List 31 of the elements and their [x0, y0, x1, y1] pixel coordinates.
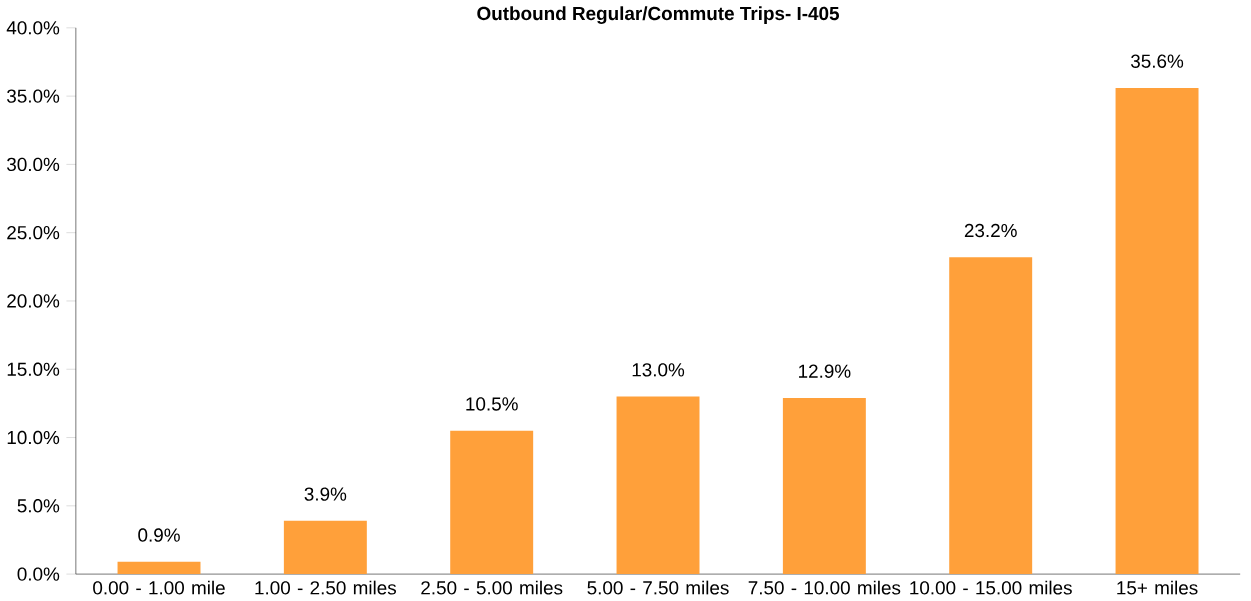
- x-tick-label: 10.00 - 15.00 miles: [910, 580, 1072, 595]
- bar: [782, 398, 866, 575]
- bar: [283, 520, 367, 575]
- data-label: 0.9%: [138, 528, 180, 542]
- x-tick-label: 0.00 - 1.00 mile: [93, 580, 225, 595]
- data-label: 3.9%: [304, 487, 347, 501]
- y-tick-label: 5.0%: [17, 499, 60, 513]
- data-label: 13.0%: [632, 363, 685, 377]
- y-tick-label: 25.0%: [7, 226, 60, 240]
- bar: [949, 257, 1033, 575]
- bar: [616, 396, 700, 575]
- bar: [1115, 88, 1199, 575]
- y-tick-label: 20.0%: [7, 294, 60, 308]
- x-tick-label: 7.50 - 10.00 miles: [748, 580, 901, 595]
- data-label: 10.5%: [466, 397, 518, 411]
- y-tick-label: 35.0%: [7, 89, 60, 103]
- x-tick-label: 5.00 - 7.50 miles: [587, 580, 729, 595]
- y-tick-label: 10.0%: [7, 430, 60, 445]
- x-tick-label: 2.50 - 5.00 miles: [421, 580, 563, 595]
- bar: [117, 561, 201, 575]
- x-tick-label: 1.00 - 2.50 miles: [255, 580, 396, 595]
- y-tick-label: 15.0%: [7, 362, 60, 377]
- bar: [450, 430, 534, 575]
- data-label: 23.2%: [964, 223, 1017, 238]
- x-tick-label: 15+ miles: [1117, 580, 1198, 595]
- y-tick-label: 0.0%: [17, 567, 60, 581]
- chart-title: Outbound Regular/Commute Trips- I-405: [477, 6, 840, 25]
- data-label: 35.6%: [1130, 54, 1184, 68]
- y-tick-label: 40.0%: [6, 21, 60, 35]
- y-tick-label: 30.0%: [7, 157, 60, 172]
- data-label: 12.9%: [799, 364, 851, 378]
